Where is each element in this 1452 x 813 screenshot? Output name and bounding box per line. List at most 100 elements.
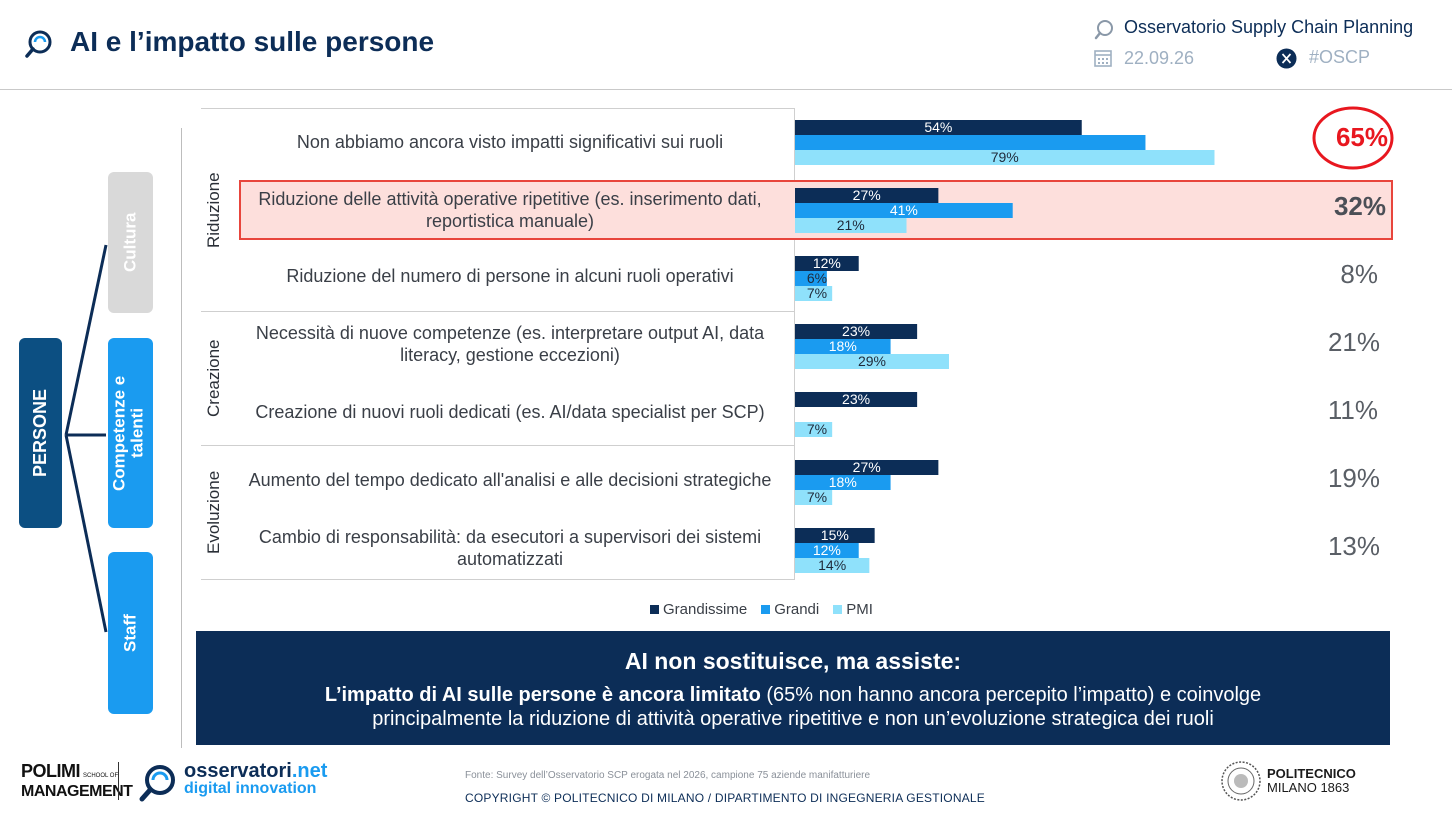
legend-swatch xyxy=(761,605,771,614)
bar-value-label: 79% xyxy=(991,149,1019,165)
persone-label: PERSONE xyxy=(30,388,51,478)
insight-line-2: principalmente la riduzione di attività … xyxy=(372,708,1214,730)
bar-value-label: 29% xyxy=(858,353,886,369)
polimi-line2: MANAGEMENT xyxy=(21,783,133,800)
legend-item: Grandissime xyxy=(650,601,747,618)
bar-grandissime xyxy=(795,460,939,475)
bar-value-label: 21% xyxy=(837,217,865,233)
persone-block: PERSONE xyxy=(19,338,62,528)
osservatori-sub: digital innovation xyxy=(184,780,317,797)
insight-line-1: L’impatto di AI sulle persone è ancora l… xyxy=(196,683,1390,707)
row-label: Creazione di nuovi ruoli dedicati (es. A… xyxy=(255,401,765,422)
osservatori-tld: .net xyxy=(291,760,328,782)
bar-grandissime xyxy=(795,528,875,543)
bar-value-label: 54% xyxy=(924,119,952,135)
row-total: 13% xyxy=(1327,531,1380,561)
group-label-riduzione: Riduzione xyxy=(204,172,223,248)
polimi-line1: POLIMI xyxy=(21,761,81,781)
bar-value-label: 6% xyxy=(807,270,827,286)
row-label: Necessità di nuove competenze (es. inter… xyxy=(255,322,765,366)
row-total: 21% xyxy=(1327,327,1380,357)
bar-value-label: 12% xyxy=(813,542,841,558)
bar-value-label: 18% xyxy=(829,338,857,354)
sidebar-connector-lines xyxy=(64,244,108,633)
bar-grandissime xyxy=(795,392,918,407)
bar-chart: 54%79%27%41%21%12%6%7%23%18%29%23%7%27%1… xyxy=(795,119,1215,573)
header-divider xyxy=(0,89,1452,90)
table-frame xyxy=(201,108,795,580)
hashtag-label: #OSCP xyxy=(1309,47,1371,67)
osservatori-wordmark: osservatori.net digital innovation xyxy=(184,761,327,797)
pill-competenze: Competenze e talenti xyxy=(108,338,153,528)
bar-value-label: 15% xyxy=(821,527,849,543)
row-label: Aumento del tempo dedicato all'analisi e… xyxy=(248,469,772,490)
row-label: Non abbiamo ancora visto impatti signifi… xyxy=(296,131,724,152)
row-total: 19% xyxy=(1327,463,1380,493)
calendar-icon xyxy=(1094,50,1112,67)
group-label-evoluzione: Evoluzione xyxy=(204,470,223,554)
insight-title: AI non sostituisce, ma assiste: xyxy=(624,648,962,674)
bar-value-label: 18% xyxy=(829,474,857,490)
bar-pmi xyxy=(795,354,949,369)
x-social-icon xyxy=(1276,48,1297,69)
bar-grandi xyxy=(795,543,859,558)
pill-staff: Staff xyxy=(108,552,153,714)
bar-value-label: 7% xyxy=(807,489,827,505)
insight-rest: (65% non hanno ancora percepito l’impatt… xyxy=(760,684,1262,706)
bar-grandissime xyxy=(795,120,1082,135)
legend-swatch xyxy=(650,605,659,614)
bar-pmi xyxy=(795,558,870,573)
insight-bold-lead: L’impatto di AI sulle persone è ancora l… xyxy=(324,684,761,706)
polimi-school: SCHOOL OF xyxy=(83,773,119,779)
row-total: 8% xyxy=(1340,259,1378,289)
footer-logo-divider xyxy=(118,762,119,800)
legend-label: Grandissime xyxy=(663,601,748,618)
copyright-note: COPYRIGHT © POLITECNICO DI MILANO / DIPA… xyxy=(465,791,985,805)
bar-grandi xyxy=(795,271,827,286)
source-note: Fonte: Survey dell’Osservatorio SCP erog… xyxy=(465,770,871,781)
bar-value-label: 27% xyxy=(853,187,881,203)
bar-grandi xyxy=(795,203,1013,218)
bar-pmi xyxy=(795,490,833,505)
bar-grandi xyxy=(795,339,891,354)
row-total: 65% xyxy=(1335,122,1388,152)
osservatori-name: osservatori xyxy=(184,760,292,782)
bar-pmi xyxy=(795,422,833,437)
bar-grandissime xyxy=(795,324,918,339)
pill-cultura: Cultura xyxy=(108,172,153,313)
group-label-creazione: Creazione xyxy=(204,339,223,417)
row-label: Riduzione delle attività operative ripet… xyxy=(258,188,762,232)
pill-staff-label: Staff xyxy=(120,614,140,652)
bar-pmi xyxy=(795,286,833,301)
page-title: AI e l’impatto sulle persone xyxy=(70,26,435,57)
bar-value-label: 7% xyxy=(807,285,827,301)
group-divider xyxy=(201,445,795,446)
total-highlight-circle xyxy=(1312,106,1394,170)
bar-value-label: 7% xyxy=(807,421,827,437)
politecnico-seal-icon xyxy=(1221,761,1261,801)
bar-value-label: 41% xyxy=(890,202,918,218)
bar-value-label: 23% xyxy=(842,323,870,339)
pill-competenze-label: Competenze e talenti xyxy=(109,375,147,491)
observatory-name: Osservatorio Supply Chain Planning xyxy=(1124,17,1414,37)
legend-item: Grandi xyxy=(761,601,819,618)
bar-value-label: 14% xyxy=(818,557,846,573)
observatory-logo-icon xyxy=(25,30,52,58)
politecnico-line1: POLITECNICO xyxy=(1267,766,1356,781)
row-label: Riduzione del numero di persone in alcun… xyxy=(286,265,734,286)
date-label: 22.09.26 xyxy=(1124,48,1195,68)
politecnico-wordmark: POLITECNICO MILANO 1863 xyxy=(1267,767,1356,794)
osservatori-logo-icon xyxy=(139,765,175,802)
group-divider xyxy=(201,311,795,312)
row-label: Cambio di responsabilità: da esecutori a… xyxy=(258,526,762,570)
bar-value-label: 27% xyxy=(853,459,881,475)
observatory-icon xyxy=(1094,20,1113,40)
politecnico-line2: MILANO 1863 xyxy=(1267,779,1350,795)
insight-box: AI non sostituisce, ma assiste: L’impatt… xyxy=(196,631,1390,745)
bar-grandissime xyxy=(795,256,859,271)
bar-value-label: 12% xyxy=(813,255,841,271)
chart-legend: Grandissime Grandi PMI xyxy=(650,601,873,618)
bar-grandi xyxy=(795,475,891,490)
insight-body: L’impatto di AI sulle persone è ancora l… xyxy=(196,683,1390,731)
bar-grandissime xyxy=(795,188,939,203)
